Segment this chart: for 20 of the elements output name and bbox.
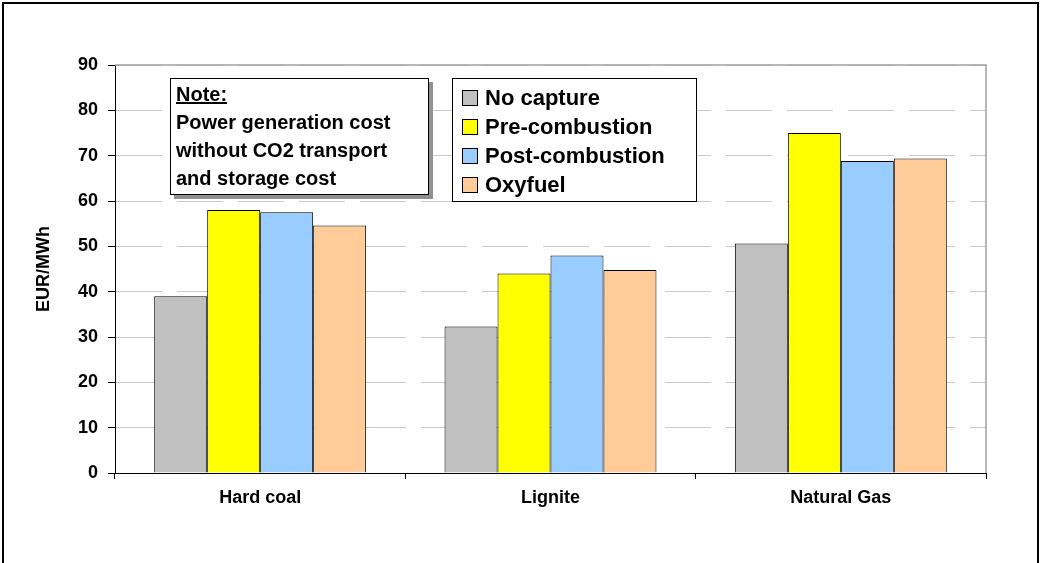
- legend-label: Oxyfuel: [485, 171, 566, 198]
- y-tick-label: 70: [77, 144, 98, 165]
- annotation: Note:: [176, 83, 228, 105]
- y-tick-label: 20: [77, 371, 98, 392]
- y-tick-label: 0: [87, 461, 98, 482]
- y-axis-title: EUR/MWh: [32, 226, 53, 312]
- legend-label: No capture: [485, 84, 600, 111]
- y-tick-label: 10: [77, 416, 98, 437]
- y-tick-label: 50: [77, 235, 98, 256]
- legend-label: Post-combustion: [485, 142, 665, 169]
- x-tick-label: Hard coal: [219, 486, 302, 507]
- y-tick-label: 30: [77, 325, 98, 346]
- y-tick-label: 60: [77, 189, 98, 210]
- y-tick-label: 90: [77, 53, 98, 74]
- annotation: Power generation cost without CO2 transport and storage cost: [176, 111, 391, 189]
- x-tick-label: Lignite: [521, 486, 580, 507]
- x-tick-label: Natural Gas: [790, 486, 892, 507]
- y-tick-label: 80: [77, 99, 98, 120]
- legend-label: Pre-combustion: [485, 113, 653, 140]
- y-tick-label: 40: [77, 280, 98, 301]
